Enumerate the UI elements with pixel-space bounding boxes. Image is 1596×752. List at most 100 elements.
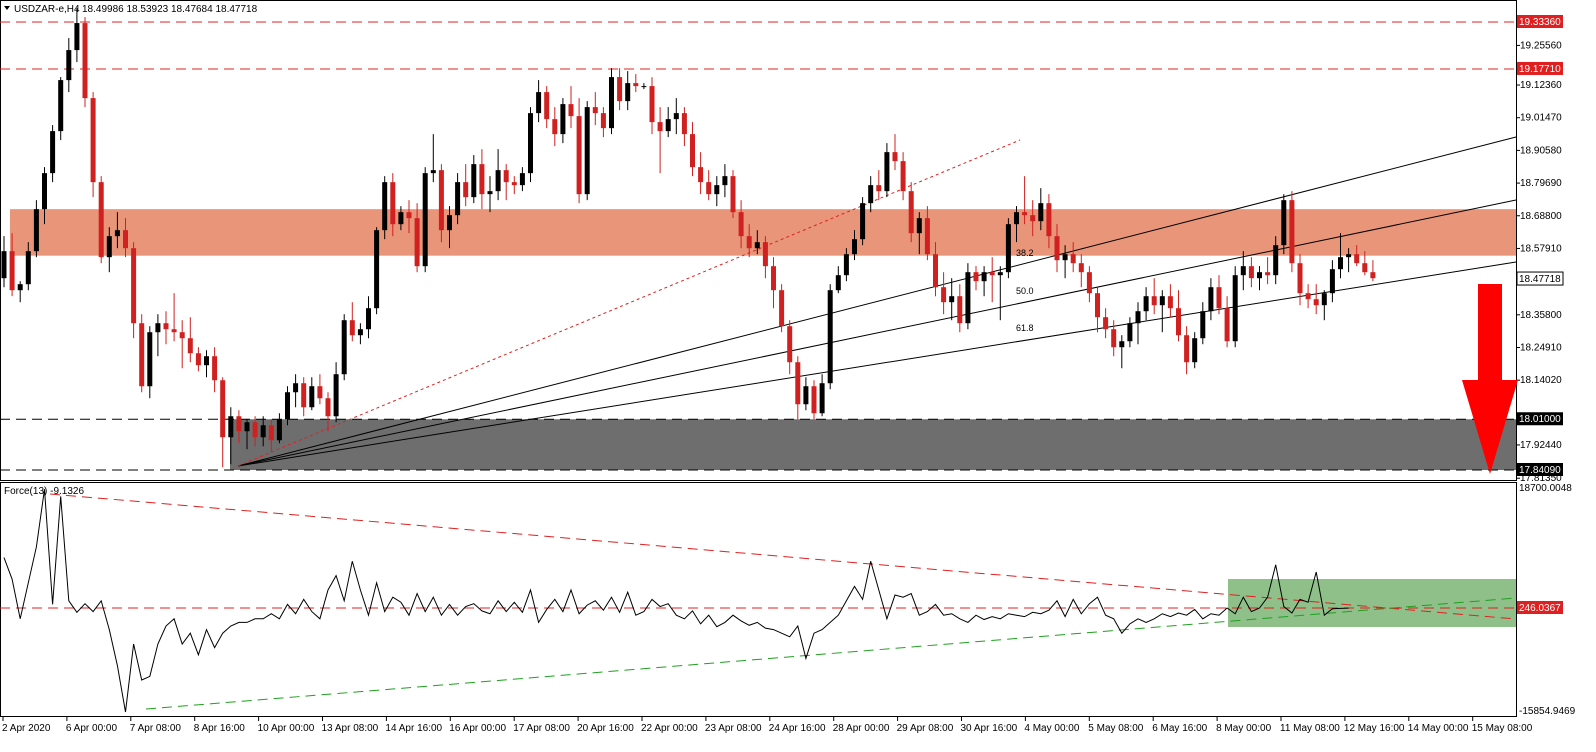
price-tick-label: 18.90580	[1520, 145, 1562, 156]
level-price-box	[1517, 412, 1563, 426]
candle	[528, 107, 533, 183]
time-tick-label: 20 Apr 16:00	[577, 723, 634, 734]
candle	[965, 263, 971, 330]
time-tick-label: 24 Apr 16:00	[769, 723, 826, 734]
candle	[333, 362, 339, 423]
candle	[762, 236, 768, 279]
candle	[941, 272, 947, 315]
candle	[106, 227, 112, 273]
candle	[1159, 290, 1165, 333]
candle	[884, 143, 890, 198]
candle	[438, 164, 444, 243]
candles-layer	[1, 8, 1376, 468]
candle	[1297, 254, 1303, 306]
candle	[349, 302, 355, 342]
symbol-timeframe: USDZAR-e,H4	[14, 4, 80, 15]
candle	[374, 227, 380, 315]
candle	[309, 377, 315, 411]
candle	[1135, 302, 1141, 345]
level-price-label: 19.33360	[1519, 17, 1561, 28]
fib-label: 61.8	[1016, 323, 1034, 333]
force-line	[3, 489, 1349, 713]
candle	[908, 182, 914, 243]
candle	[1329, 260, 1335, 303]
candle	[1257, 266, 1262, 291]
fib-fan-line	[237, 261, 1517, 467]
fib-label: 50.0	[1016, 286, 1034, 296]
force-axis-label: 246.0367	[1519, 603, 1561, 614]
candle	[463, 164, 469, 207]
candle	[1095, 287, 1100, 333]
candle	[1119, 335, 1125, 369]
candle	[82, 17, 88, 108]
candle	[665, 107, 671, 138]
time-tick-label: 13 Apr 08:00	[322, 723, 379, 734]
candle	[835, 266, 841, 294]
candle	[430, 134, 436, 183]
price-axis: 19.25560 19.12360 19.01470 18.90580 18.79690…	[1516, 15, 1576, 717]
time-tick-label: 2 Apr 2020	[2, 723, 51, 734]
candle	[155, 314, 161, 357]
candle	[228, 407, 234, 465]
candle	[827, 284, 833, 390]
candle	[536, 80, 542, 123]
level-price-label: 19.17710	[1519, 64, 1561, 75]
candle	[58, 77, 64, 141]
candle	[1176, 290, 1181, 342]
candle	[1030, 200, 1036, 237]
candle	[746, 224, 752, 258]
candle	[139, 314, 145, 393]
candle	[414, 203, 420, 273]
candle	[916, 212, 922, 255]
candle	[236, 410, 242, 444]
candle	[268, 419, 274, 453]
candle	[42, 167, 47, 225]
candle	[730, 170, 736, 219]
candle	[552, 107, 558, 147]
candle	[179, 320, 185, 369]
candle	[779, 284, 785, 333]
fib-fan-line	[237, 199, 1517, 467]
candle	[1265, 257, 1271, 285]
candle	[317, 374, 323, 405]
candle	[495, 149, 501, 201]
chart-header: USDZAR-e,H4 18.49986 18.53923 18.47684 1…	[4, 4, 258, 15]
price-tick-label: 17.81350	[1520, 473, 1562, 484]
candle	[252, 416, 258, 447]
candle	[949, 278, 955, 321]
candle	[260, 416, 266, 447]
candle	[795, 356, 801, 420]
candle	[220, 377, 226, 468]
candle	[690, 122, 695, 177]
time-tick-label: 15 May 08:00	[1472, 723, 1533, 734]
candle	[1338, 233, 1343, 279]
time-tick-label: 8 May 00:00	[1216, 723, 1271, 734]
candle	[98, 176, 104, 264]
candle	[1111, 320, 1117, 357]
time-tick-label: 14 May 00:00	[1408, 723, 1469, 734]
time-tick-label: 6 Apr 00:00	[66, 723, 118, 734]
candle	[301, 377, 307, 417]
candle	[1370, 260, 1376, 282]
fib-fan-layer: 38.2 50.0 61.8	[237, 136, 1517, 467]
candle	[568, 86, 574, 129]
candle	[285, 386, 290, 426]
candle	[657, 107, 663, 174]
time-axis: 2 Apr 2020 6 Apr 00:00 7 Apr 08:00 8 Apr 16…	[2, 717, 1533, 734]
candle	[617, 68, 623, 111]
candle	[1208, 278, 1214, 321]
candle	[487, 176, 493, 213]
level-price-label: 17.84090	[1519, 465, 1561, 476]
price-tick-label: 19.25560	[1520, 40, 1562, 51]
price-tick-label: 19.12360	[1520, 80, 1562, 91]
candle	[738, 200, 744, 249]
down-arrow-icon	[1462, 284, 1518, 474]
candle	[114, 212, 120, 249]
candle	[1200, 302, 1206, 345]
candle	[1354, 245, 1360, 267]
candle	[9, 233, 15, 297]
candle	[924, 206, 930, 261]
current-price-label: 18.47718	[1519, 274, 1561, 285]
collapse-triangle-icon[interactable]	[4, 6, 10, 10]
